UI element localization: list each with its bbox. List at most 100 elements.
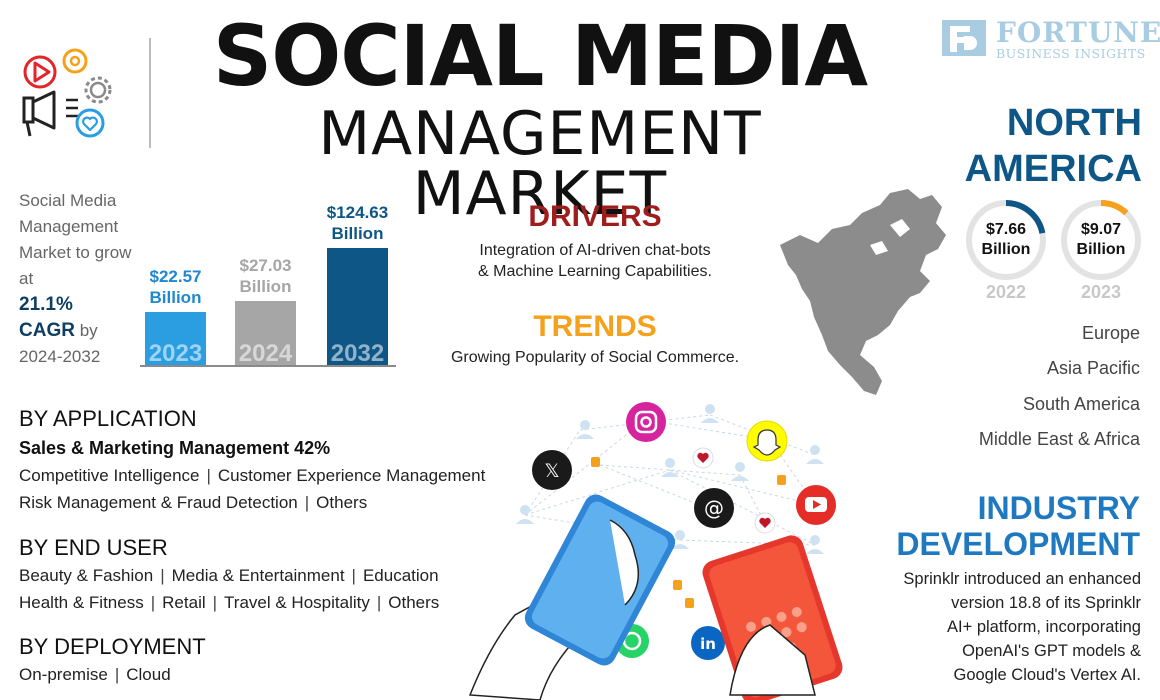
intro-by: by <box>79 321 98 340</box>
bar-value-label: $27.03 Billion <box>239 255 292 296</box>
application-highlight: Sales & Marketing Management 42% <box>19 438 331 458</box>
marketing-icons <box>22 48 112 138</box>
by-deployment-heading: BY DEPLOYMENT <box>19 634 206 659</box>
na-donut-2022 <box>966 200 1046 280</box>
thumbs-up-icons <box>591 457 786 608</box>
header-divider <box>149 38 151 148</box>
linkedin-icon: in <box>691 626 725 660</box>
separator: | <box>304 493 310 512</box>
heart-reaction-icon <box>754 512 776 534</box>
trends-heading: TRENDS <box>533 310 657 343</box>
social-network-illustration: 𝕏 @ in <box>468 402 843 700</box>
separator: | <box>376 593 382 612</box>
industry-line: Sprinklr introduced an enhanced <box>903 570 1141 588</box>
application-row-2: Risk Management & Fraud Detection | Others <box>19 493 367 513</box>
north-america-map <box>780 189 946 395</box>
deployment-item: On-premise <box>19 665 108 684</box>
by-application-heading: BY APPLICATION <box>19 406 197 431</box>
donut-value: $9.07 Billion <box>1076 221 1126 258</box>
donut-year: 2023 <box>1080 282 1122 302</box>
person-icon <box>576 420 594 439</box>
application-item: Competitive Intelligence <box>19 466 200 485</box>
end-user-item: Others <box>388 593 440 612</box>
fortune-logo-icon <box>942 20 986 56</box>
end-user-row-1: Beauty & Fashion | Media & Entertainment | E… <box>19 566 439 586</box>
person-icon <box>731 462 749 481</box>
by-end-user-heading: BY END USER <box>19 535 168 560</box>
separator: | <box>212 593 218 612</box>
drivers-text-line-2: & Machine Learning Capabilities. <box>478 263 712 280</box>
end-user-row-2: Health & Fitness | Retail | Travel & Hospita… <box>19 593 439 613</box>
industry-line: AI+ platform, incorporating <box>947 618 1141 636</box>
drivers-heading: DRIVERS <box>528 200 662 233</box>
separator: | <box>206 466 211 485</box>
snapchat-icon <box>746 420 788 462</box>
donut-value: $7.66 Billion <box>981 221 1031 258</box>
thumbs-up-icon <box>685 598 694 608</box>
end-user-item: Beauty & Fashion <box>19 566 154 585</box>
title-line-1: SOCIAL MEDIA <box>212 7 868 105</box>
end-user-item: Retail <box>162 593 206 612</box>
trends-text: Growing Popularity of Social Commerce. <box>450 349 740 366</box>
target-icon <box>62 48 88 74</box>
logo-text-business-insights: BUSINESS INSIGHTS <box>996 46 1146 61</box>
forecast-period: 2024-2032 <box>19 347 101 366</box>
industry-development-heading: INDUSTRY DEVELOPMENT <box>880 490 1140 562</box>
bar-2024: 2024 <box>235 300 296 367</box>
thumbs-up-icon <box>777 475 786 485</box>
bar-year-label: 2023 <box>148 340 203 367</box>
north-america-heading: NORTH AMERICA <box>950 100 1142 192</box>
youtube-icon <box>796 485 836 525</box>
region-south-america: South America <box>1022 394 1140 414</box>
separator: | <box>114 665 120 684</box>
cagr-label: CAGR <box>19 320 75 341</box>
svg-text:𝕏: 𝕏 <box>544 460 559 482</box>
industry-development-text: Sprinklr introduced an enhanced version … <box>890 567 1141 687</box>
thumbs-up-icon <box>591 457 600 467</box>
region-europe: Europe <box>1081 323 1140 343</box>
separator: | <box>150 593 156 612</box>
bar-value-label: $22.57 Billion <box>149 267 202 307</box>
logo-text-fortune: FORTUNE <box>996 16 1160 49</box>
person-icon <box>671 530 689 549</box>
na-donut-2023 <box>1061 200 1141 280</box>
person-icon <box>516 505 534 524</box>
red-smartphone <box>702 535 843 700</box>
bar-year-label: 2032 <box>330 340 385 367</box>
threads-icon: @ <box>694 488 734 528</box>
person-icon <box>806 535 824 554</box>
person-icon <box>806 445 824 464</box>
end-user-item: Health & Fitness <box>19 593 144 612</box>
person-icon <box>661 458 679 477</box>
people-nodes <box>516 404 824 554</box>
donut-fill-arc <box>966 200 1046 280</box>
industry-line: OpenAI's GPT models & <box>962 642 1141 660</box>
market-growth-intro: Social Media Management Market to grow a… <box>19 188 144 370</box>
bar-2032: 2032 <box>327 248 388 367</box>
megaphone-icon <box>22 90 78 137</box>
end-user-item: Education <box>362 566 439 585</box>
application-row-1: Competitive Intelligence | Customer Experi… <box>19 466 485 486</box>
gear-icon <box>84 76 112 104</box>
deployment-item: Cloud <box>126 665 171 684</box>
na-heading-line-1: NORTH <box>1006 102 1142 144</box>
application-item: Customer Experience Management <box>217 466 486 485</box>
industry-heading-line-1: INDUSTRY <box>977 490 1140 526</box>
industry-line: Google Cloud's Vertex AI. <box>953 666 1141 684</box>
svg-text:@: @ <box>704 496 724 520</box>
heart-icon <box>75 108 105 138</box>
instagram-icon <box>626 402 666 442</box>
blue-smartphone <box>468 494 676 700</box>
cagr-rate: 21.1% <box>19 294 73 315</box>
end-user-item: Media & Entertainment <box>171 566 345 585</box>
play-icon <box>23 55 57 89</box>
drivers-text: Integration of AI-driven chat-bots & Mac… <box>450 240 740 282</box>
bar-2023: 2023 <box>145 312 206 367</box>
thumbs-up-icon <box>673 580 682 590</box>
bar-value-label: $124.63 Billion <box>326 203 389 243</box>
svg-text:in: in <box>700 635 716 653</box>
title-line-2: MANAGEMENT MARKET <box>318 99 762 229</box>
drivers-text-line-1: Integration of AI-driven chat-bots <box>479 242 711 259</box>
chart-baseline <box>140 365 396 367</box>
x-icon: 𝕏 <box>532 450 572 490</box>
